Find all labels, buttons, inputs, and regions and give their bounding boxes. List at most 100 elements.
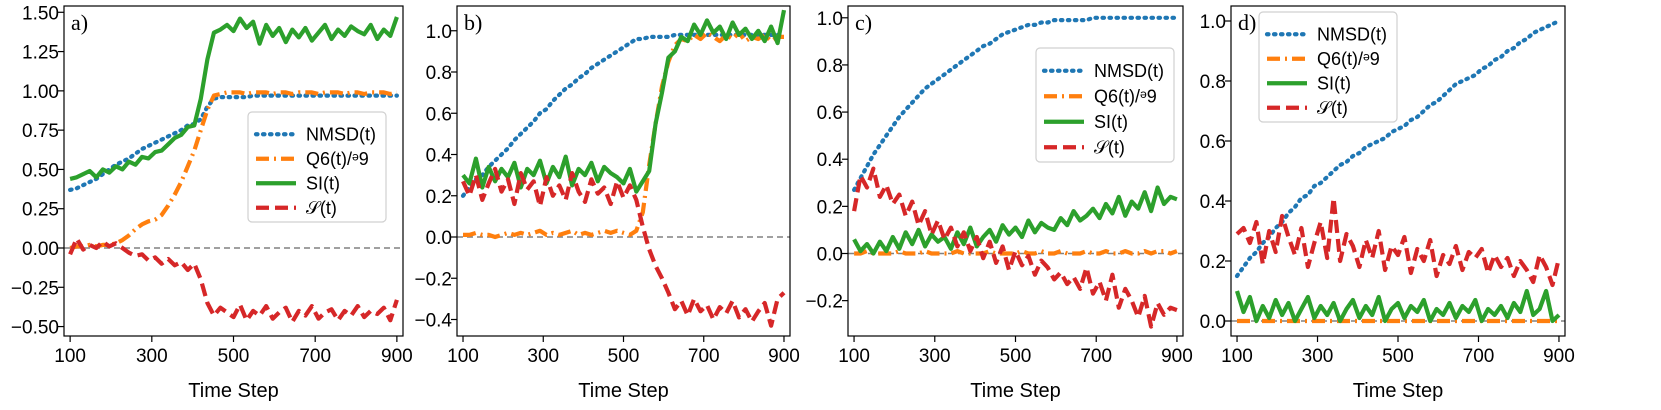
y-tick-label: 0.2: [817, 197, 843, 218]
panel-label: c): [855, 10, 872, 35]
series-line-s: [68, 236, 399, 324]
panel-c: 100 300 500 700 900 −0.2 0.0 0.2 0.4 0.6 0.8 1.0 Tim…: [805, 5, 1193, 402]
x-tick-label: 700: [1463, 346, 1495, 367]
legend-label-nmsd: NMSD(t): [1317, 24, 1387, 44]
series-line-nmsd: [851, 15, 1180, 192]
panel-b: 100 300 500 700 900 −0.4 −0.2 0.0 0.2 0.4 0.6 0.8 1.…: [414, 5, 800, 402]
x-tick-label: 100: [54, 346, 86, 367]
x-axis-title: Time Step: [970, 380, 1060, 402]
legend-label-q6: Q6(t)/ᵊ9: [1094, 86, 1157, 106]
series-line-si: [1234, 288, 1561, 324]
panel-label: d): [1238, 10, 1256, 35]
legend: NMSD(t) Q6(t)/ᵊ9 SI(t) 𝒮(t): [1258, 11, 1398, 123]
panel-a: 100 300 500 700 900 −0.50 −0.25 0.00 0.25 0.50 0.7…: [11, 3, 413, 402]
series-group: [851, 15, 1180, 329]
x-tick-label: 900: [1161, 346, 1193, 367]
y-tick-label: −0.4: [414, 311, 452, 332]
series-group: [460, 9, 787, 328]
series-line-s: [461, 166, 786, 328]
x-axis-title: Time Step: [578, 380, 668, 402]
legend-label-si: SI(t): [1094, 112, 1128, 132]
y-tick-label: 0.8: [1200, 72, 1226, 93]
x-tick-label: 300: [919, 346, 951, 367]
y-tick-label: 0.75: [22, 121, 59, 142]
x-tick-label: 300: [136, 346, 168, 367]
y-tick-label: 0.0: [426, 228, 452, 249]
legend-label-nmsd: NMSD(t): [1094, 61, 1164, 81]
y-tick-label: 0.25: [22, 200, 59, 221]
y-tick-label: −0.50: [11, 318, 59, 339]
series-line-nmsd: [67, 93, 399, 192]
y-tick-label: 0.4: [1200, 192, 1227, 213]
legend-label-s: 𝒮(t): [306, 198, 337, 218]
legend-label-si: SI(t): [1317, 73, 1351, 93]
series-line-si: [69, 16, 399, 181]
x-tick-label: 100: [1221, 346, 1253, 367]
legend-label-s: 𝒮(t): [1094, 137, 1125, 157]
legend-label-q6: Q6(t)/ᵊ9: [306, 149, 369, 169]
y-tick-label: −0.25: [11, 278, 59, 299]
series-line-q6: [463, 30, 784, 240]
x-tick-label: 900: [768, 346, 800, 367]
x-tick-label: 500: [218, 346, 250, 367]
y-tick-label: 0.2: [1200, 252, 1226, 273]
series-line-s: [852, 166, 1178, 329]
y-tick-label: 0.6: [1200, 132, 1226, 153]
legend-label-q6: Q6(t)/ᵊ9: [1317, 49, 1380, 69]
y-tick-label: 1.0: [426, 22, 452, 43]
y-tick-label: 0.2: [426, 187, 452, 208]
legend-box: [1258, 11, 1398, 123]
x-tick-label: 900: [1543, 346, 1575, 367]
series-line-nmsd: [1234, 18, 1562, 279]
panel-label: a): [71, 10, 88, 35]
panel-d: 100 300 500 700 900 0.0 0.2 0.4 0.6 0.8 1.0 Time St…: [1200, 5, 1575, 402]
y-tick-label: 0.0: [1200, 312, 1226, 333]
series-line-q6: [854, 249, 1178, 256]
legend: NMSD(t) Q6(t)/ᵊ9 SI(t) 𝒮(t): [247, 111, 387, 223]
y-tick-label: 0.50: [22, 160, 59, 181]
legend-box: [247, 111, 387, 223]
x-tick-label: 500: [1000, 346, 1032, 367]
x-tick-label: 700: [299, 346, 331, 367]
y-tick-label: 0.4: [817, 150, 844, 171]
legend-label-s: 𝒮(t): [1317, 98, 1348, 118]
y-tick-label: 1.25: [22, 43, 59, 64]
x-tick-label: 500: [608, 346, 640, 367]
y-tick-label: 0.00: [22, 239, 59, 260]
y-tick-label: 1.00: [22, 82, 59, 103]
series-group: [1234, 18, 1562, 324]
y-tick-label: 0.6: [426, 104, 452, 125]
legend-label-si: SI(t): [306, 173, 340, 193]
series-line-nmsd: [460, 32, 787, 198]
y-tick-label: −0.2: [414, 269, 452, 290]
y-tick-label: 0.4: [426, 146, 453, 167]
x-tick-label: 700: [688, 346, 720, 367]
legend-label-nmsd: NMSD(t): [306, 124, 376, 144]
legend-box: [1035, 47, 1175, 163]
x-tick-label: 700: [1080, 346, 1112, 367]
x-tick-label: 100: [838, 346, 870, 367]
y-tick-label: −0.2: [805, 292, 843, 313]
axes-frame: [456, 5, 791, 337]
y-tick-label: 0.8: [817, 56, 843, 77]
series-line-s: [1235, 195, 1562, 288]
panel-label: b): [464, 10, 482, 35]
x-tick-label: 500: [1382, 346, 1414, 367]
series-line-q6: [69, 90, 398, 251]
x-axis-title: Time Step: [188, 380, 278, 402]
y-tick-label: 0.8: [426, 63, 452, 84]
series-line-si: [852, 185, 1178, 256]
x-axis-title: Time Step: [1353, 380, 1443, 402]
series-line-si: [461, 9, 787, 194]
x-tick-label: 100: [447, 346, 479, 367]
x-tick-label: 900: [381, 346, 413, 367]
y-tick-label: 1.50: [22, 3, 59, 24]
x-tick-label: 300: [1302, 346, 1334, 367]
y-tick-label: 0.0: [817, 245, 843, 266]
legend: NMSD(t) Q6(t)/ᵊ9 SI(t) 𝒮(t): [1035, 47, 1175, 163]
y-tick-label: 1.0: [1200, 12, 1226, 33]
x-tick-label: 300: [527, 346, 559, 367]
y-tick-label: 0.6: [817, 103, 843, 124]
y-tick-label: 1.0: [817, 9, 843, 30]
